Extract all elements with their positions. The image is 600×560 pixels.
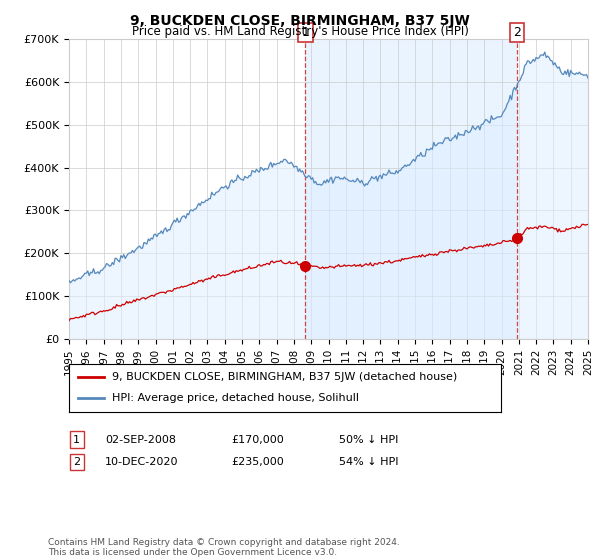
Text: 10-DEC-2020: 10-DEC-2020 [105, 457, 179, 467]
Text: 2: 2 [73, 457, 80, 467]
Text: 50% ↓ HPI: 50% ↓ HPI [339, 435, 398, 445]
Text: £235,000: £235,000 [231, 457, 284, 467]
Text: 9, BUCKDEN CLOSE, BIRMINGHAM, B37 5JW: 9, BUCKDEN CLOSE, BIRMINGHAM, B37 5JW [130, 14, 470, 28]
Text: 1: 1 [73, 435, 80, 445]
Text: 02-SEP-2008: 02-SEP-2008 [105, 435, 176, 445]
Bar [305, 39, 517, 339]
Text: £170,000: £170,000 [231, 435, 284, 445]
Text: Price paid vs. HM Land Registry's House Price Index (HPI): Price paid vs. HM Land Registry's House … [131, 25, 469, 38]
Text: 9, BUCKDEN CLOSE, BIRMINGHAM, B37 5JW (detached house): 9, BUCKDEN CLOSE, BIRMINGHAM, B37 5JW (d… [112, 372, 457, 382]
Text: 2: 2 [514, 26, 521, 39]
Text: HPI: Average price, detached house, Solihull: HPI: Average price, detached house, Soli… [112, 393, 359, 403]
Text: 1: 1 [302, 26, 310, 39]
Text: Contains HM Land Registry data © Crown copyright and database right 2024.
This d: Contains HM Land Registry data © Crown c… [48, 538, 400, 557]
Text: 54% ↓ HPI: 54% ↓ HPI [339, 457, 398, 467]
